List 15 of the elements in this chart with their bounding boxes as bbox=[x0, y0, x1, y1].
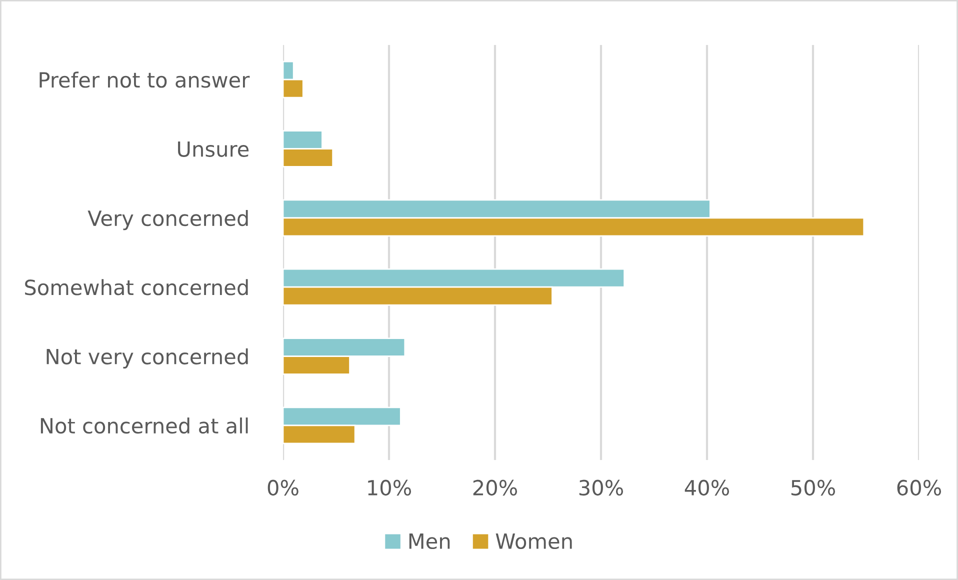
legend-label: Women bbox=[496, 534, 572, 550]
x-tick-label: 10% bbox=[368, 480, 412, 496]
y-tick-label: Very concerned bbox=[88, 210, 248, 230]
y-tick-label: Not very concerned bbox=[46, 348, 248, 368]
x-tick-label: 0% bbox=[268, 480, 298, 496]
x-tick-label: 60% bbox=[897, 480, 942, 496]
legend-label: Men bbox=[409, 534, 450, 550]
y-tick-label: Somewhat concerned bbox=[25, 279, 248, 296]
x-tick-label: 30% bbox=[579, 480, 624, 496]
y-tick-label: Unsure bbox=[178, 141, 249, 157]
x-tick-label: 20% bbox=[473, 480, 518, 496]
x-tick-label: 40% bbox=[684, 480, 730, 496]
x-tick-label: 50% bbox=[791, 480, 836, 496]
y-tick-label: Not concerned at all bbox=[40, 418, 248, 434]
y-tick-label: Prefer not to answer bbox=[40, 72, 250, 88]
